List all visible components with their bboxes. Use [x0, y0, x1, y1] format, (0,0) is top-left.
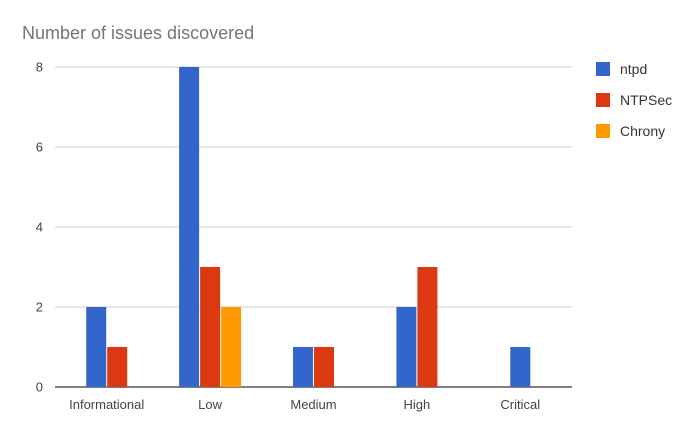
x-axis-ticks: Informational Low Medium High Critical	[69, 397, 540, 412]
bar-ntpd-informational	[86, 307, 107, 387]
x-tick-label: Low	[198, 397, 222, 412]
legend-label-ntpd: ntpd	[620, 61, 647, 77]
legend-label-ntpsec: NTPSec	[620, 92, 672, 108]
bar-chrony-low	[221, 307, 242, 387]
legend-swatch-ntpd	[596, 62, 610, 76]
bars	[86, 67, 531, 387]
y-tick-label: 8	[36, 60, 43, 75]
legend-label-chrony: Chrony	[620, 123, 665, 139]
bar-ntpsec-low	[200, 267, 221, 387]
bar-ntpsec-high	[417, 267, 438, 387]
y-tick-label: 4	[36, 220, 43, 235]
y-axis-ticks: 0 2 4 6 8	[36, 60, 43, 395]
bar-ntpsec-medium	[314, 347, 334, 387]
bar-ntpd-critical	[510, 347, 531, 387]
legend-swatch-chrony	[596, 124, 610, 138]
y-tick-label: 0	[36, 380, 43, 395]
bar-ntpsec-informational	[107, 347, 128, 387]
legend: ntpd NTPSec Chrony	[596, 61, 672, 139]
x-tick-label: High	[404, 397, 431, 412]
legend-swatch-ntpsec	[596, 93, 610, 107]
y-tick-label: 6	[36, 140, 43, 155]
gridlines	[55, 66, 572, 388]
y-tick-label: 2	[36, 300, 43, 315]
bar-ntpd-medium	[293, 347, 313, 387]
x-tick-label: Medium	[290, 397, 336, 412]
x-tick-label: Informational	[69, 397, 144, 412]
chart-title: Number of issues discovered	[22, 23, 254, 43]
bar-ntpd-high	[396, 307, 417, 387]
bar-ntpd-low	[179, 67, 200, 387]
x-tick-label: Critical	[500, 397, 540, 412]
